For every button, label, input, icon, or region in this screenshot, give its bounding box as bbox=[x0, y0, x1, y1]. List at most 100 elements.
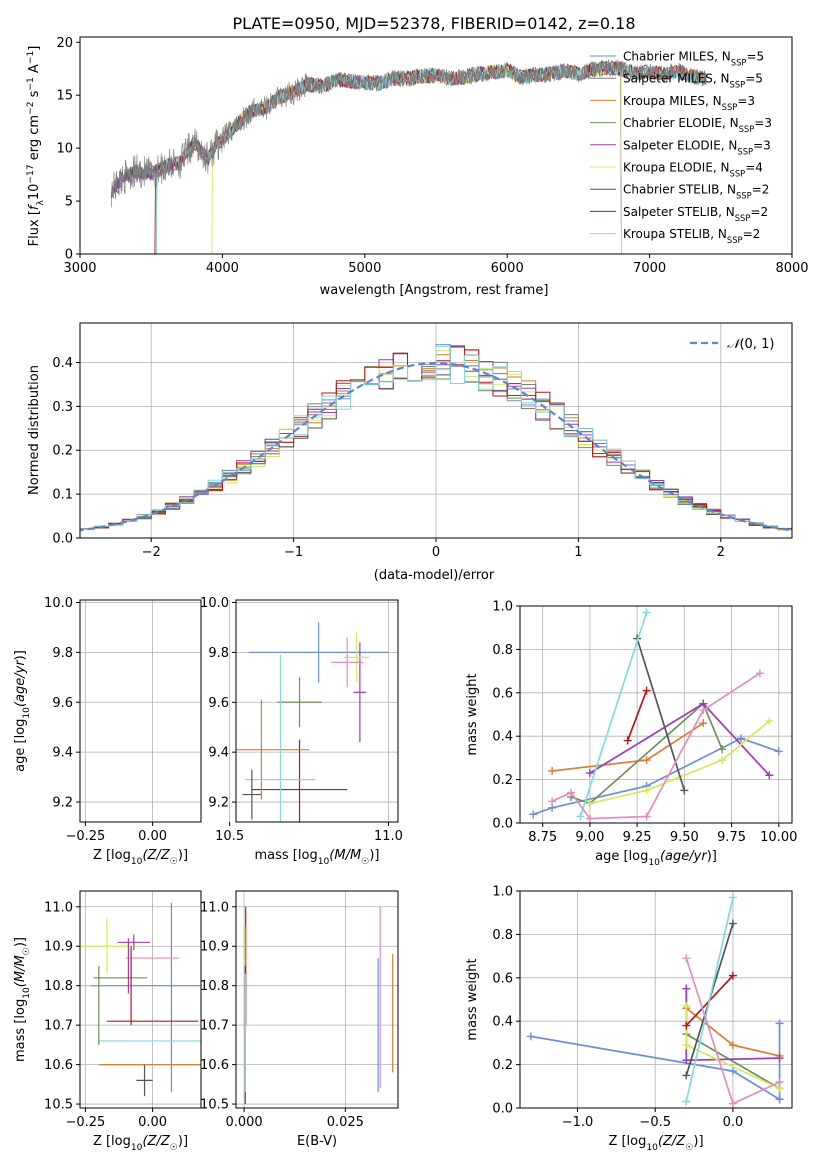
legend-label-part: SSP bbox=[737, 146, 753, 156]
y-tick-label: 10 bbox=[56, 142, 73, 157]
weight-marker bbox=[576, 812, 585, 821]
y-axis-label-part: λ bbox=[36, 200, 46, 206]
legend-label-part: SSP bbox=[727, 235, 743, 245]
x-tick-label: 8000 bbox=[775, 261, 808, 276]
legend-label: Chabrier STELIB, NSSP=2 bbox=[623, 183, 769, 201]
x-tick-label: 0.00 bbox=[138, 1115, 167, 1130]
y-tick-label: 15 bbox=[56, 89, 73, 104]
weight-marker bbox=[728, 893, 737, 902]
x-axis-label-part: 10 bbox=[318, 857, 330, 867]
y-tick-label: 0 bbox=[65, 248, 73, 263]
y-tick-label: 10.5 bbox=[200, 1098, 229, 1113]
weight-marker bbox=[642, 756, 651, 765]
legend-label-part: =2 bbox=[743, 227, 761, 241]
spectrum-plot-area bbox=[110, 59, 707, 254]
legend-label: Chabrier ELODIE, NSSP=3 bbox=[623, 116, 772, 134]
y-axis-label-part: 10 bbox=[22, 707, 32, 719]
y-axis-label-part: ☉ bbox=[22, 947, 32, 955]
legend-label-part: =3 bbox=[737, 94, 755, 108]
weight-marker bbox=[765, 717, 774, 726]
y-axis-label-part: )] bbox=[13, 650, 28, 660]
weight-line-7 bbox=[685, 897, 734, 1102]
legend-label: Salpeter ELODIE, NSSP=3 bbox=[623, 138, 771, 156]
y-tick-label: 0.4 bbox=[492, 1015, 513, 1030]
x-axis-label-part: ☉ bbox=[361, 857, 369, 867]
legend-label-part: SSP bbox=[730, 169, 746, 179]
x-tick-label: 10.00 bbox=[760, 830, 797, 845]
y-tick-label: 0.8 bbox=[492, 928, 513, 943]
weight-marker bbox=[728, 919, 737, 928]
x-axis-label-part: age/yr bbox=[665, 849, 708, 864]
y-tick-label: 9.2 bbox=[52, 796, 73, 811]
weight-marker bbox=[585, 799, 594, 808]
y-tick-label: 0.0 bbox=[492, 1102, 513, 1117]
x-tick-label: −2 bbox=[142, 545, 161, 560]
weight-marker bbox=[775, 1077, 784, 1086]
observed-spectrum-line bbox=[110, 59, 707, 208]
x-tick-label: 0.000 bbox=[225, 1115, 262, 1130]
legend-label-part: Salpeter ELODIE, N bbox=[623, 138, 737, 152]
x-axis-label-part: 10 bbox=[131, 857, 143, 867]
y-tick-label: 9.4 bbox=[208, 746, 229, 761]
weight-marker bbox=[728, 971, 737, 980]
y-axis-label: mass [log10(M/M☉)] bbox=[13, 937, 32, 1062]
weight-line-4 bbox=[589, 720, 770, 805]
y-axis-label-part: age [log bbox=[13, 719, 28, 772]
y-tick-label: 10.9 bbox=[44, 940, 73, 955]
x-axis-label-part: age [log bbox=[595, 849, 648, 864]
weight-marker bbox=[682, 1056, 691, 1065]
legend-label-part: Kroupa ELODIE, N bbox=[623, 161, 730, 175]
y-axis-label: Flux [fλ10−17 erg cm−2 s−1 A−1] bbox=[26, 46, 46, 247]
y-axis-label-part: s bbox=[27, 90, 42, 101]
x-axis-label-part: M/M bbox=[334, 848, 361, 863]
axes-frame bbox=[79, 599, 202, 823]
weight-marker bbox=[774, 747, 783, 756]
y-tick-label: 0.2 bbox=[52, 444, 73, 459]
x-tick-label: 0 bbox=[432, 545, 440, 560]
weight-line-2 bbox=[570, 702, 723, 805]
axes-frame bbox=[519, 890, 793, 1109]
legend-label: Salpeter STELIB, NSSP=2 bbox=[623, 205, 768, 223]
age-weight-plot-area bbox=[529, 608, 783, 823]
z-mass-plot-area bbox=[80, 902, 201, 1097]
x-tick-label: 4000 bbox=[206, 261, 239, 276]
x-axis-label-part: 10 bbox=[646, 1143, 658, 1153]
legend-label-part: =4 bbox=[745, 161, 763, 175]
legend-label-part: =3 bbox=[753, 138, 771, 152]
axes-frame bbox=[235, 599, 399, 823]
y-tick-label: 5 bbox=[65, 195, 73, 210]
weight-marker bbox=[775, 1054, 784, 1063]
legend-label-part: Salpeter STELIB, N bbox=[623, 205, 735, 219]
x-axis-label-part: 10 bbox=[648, 858, 660, 868]
chart-title: PLATE=0950, MJD=52378, FIBERID=0142, z=0… bbox=[232, 14, 635, 33]
x-axis-label: age [log10(age/yr)] bbox=[595, 849, 717, 868]
weight-marker bbox=[529, 810, 538, 819]
x-axis-label-part: ( bbox=[142, 848, 148, 863]
x-axis-label-part: ( bbox=[658, 1134, 664, 1149]
y-axis-label-part: −1 bbox=[26, 51, 36, 64]
legend-label-part: =3 bbox=[754, 116, 772, 130]
y-tick-label: 10.0 bbox=[44, 596, 73, 611]
x-tick-label: 1 bbox=[574, 545, 582, 560]
x-tick-label: −0.25 bbox=[65, 829, 105, 844]
x-axis-label-part: )] bbox=[693, 1134, 703, 1149]
x-tick-label: 7000 bbox=[633, 261, 666, 276]
weight-marker bbox=[755, 669, 764, 678]
weight-marker bbox=[585, 769, 594, 778]
x-tick-label: 9.25 bbox=[623, 830, 652, 845]
x-axis-label: mass [log10(M/M☉)] bbox=[255, 848, 380, 867]
legend-label-part: =5 bbox=[746, 50, 764, 64]
x-tick-label: 0.00 bbox=[138, 829, 167, 844]
y-axis-label-part: f bbox=[27, 203, 42, 210]
legend-label-part: Chabrier STELIB, N bbox=[623, 183, 736, 197]
legend-label: Kroupa MILES, NSSP=3 bbox=[623, 94, 755, 112]
weight-marker bbox=[718, 756, 727, 765]
y-axis-label-part: 10 bbox=[27, 184, 42, 201]
y-axis-label: age [log10(age/yr)] bbox=[13, 650, 32, 772]
x-axis-label-part: ( bbox=[660, 849, 666, 864]
weight-marker bbox=[548, 766, 557, 775]
x-axis-label-part: ( bbox=[142, 1134, 148, 1149]
weight-line-8 bbox=[551, 672, 761, 820]
weight-marker bbox=[718, 745, 727, 754]
weight-marker bbox=[526, 1032, 535, 1041]
